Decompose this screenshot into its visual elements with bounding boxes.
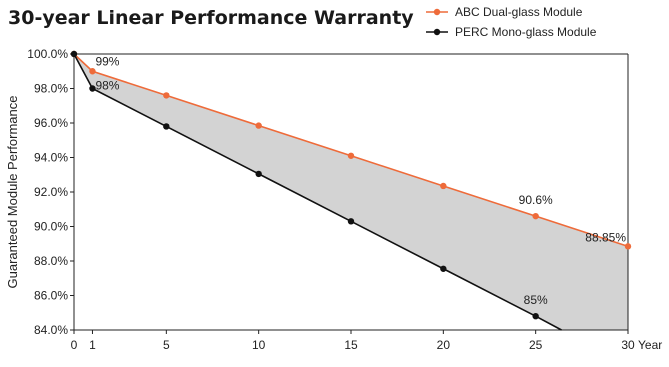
data-label: 90.6% [519, 193, 553, 207]
series-1-point [255, 170, 262, 178]
x-tick-label: 30 [621, 338, 635, 352]
series-1-point [440, 265, 447, 272]
series-0-point [440, 182, 447, 190]
legend-label-1: PERC Mono-glass Module [455, 25, 597, 39]
series-1-point [532, 313, 539, 320]
series-0-point [255, 122, 262, 129]
data-label: 98% [95, 79, 119, 93]
x-tick-label: 20 [437, 338, 451, 352]
data-label: 85% [524, 293, 548, 307]
series-line-0 [73, 53, 629, 248]
series-0-point [163, 92, 170, 99]
legend-marker-0 [433, 8, 441, 16]
x-tick-label: 5 [163, 338, 170, 352]
series-1-point [70, 50, 78, 58]
y-tick-label: 86.0% [34, 289, 68, 303]
series-0-point [532, 212, 539, 220]
legend: ABC Dual-glass Module PERC Mono-glass Mod… [426, 5, 597, 39]
area-between-series [74, 54, 628, 330]
series-1-point [163, 123, 170, 130]
series-1-point [89, 85, 96, 92]
y-tick-label: 92.0% [34, 185, 68, 199]
legend-label-0: ABC Dual-glass Module [455, 5, 583, 19]
series-line-1 [73, 53, 562, 331]
y-tick-label: 98.0% [34, 82, 68, 96]
data-label: 88.85% [585, 230, 626, 244]
y-axis-label: Guaranteed Module Performance [5, 96, 20, 289]
chart-title: 30-year Linear Performance Warranty [8, 7, 414, 29]
y-tick-label: 90.0% [34, 220, 68, 234]
legend-marker-1 [433, 28, 441, 36]
x-axis-label: Year [638, 338, 662, 352]
y-tick-label: 96.0% [34, 116, 68, 130]
y-tick-label: 88.0% [34, 254, 68, 268]
series-1-point [347, 218, 355, 225]
series-0-point [624, 243, 632, 250]
series-0-point [347, 152, 355, 159]
x-tick-label: 10 [252, 338, 266, 352]
x-tick-label: 15 [344, 338, 358, 352]
x-tick-label: 1 [89, 338, 96, 352]
data-label: 99% [95, 54, 119, 68]
x-tick-label: 25 [529, 338, 543, 352]
y-tick-label: 84.0% [34, 323, 68, 337]
y-tick-label: 100.0% [27, 47, 68, 61]
x-tick-label: 0 [71, 338, 78, 352]
y-tick-label: 94.0% [34, 151, 68, 165]
plot-area: 100.0% 98.0% 96.0% 94.0% 92.0% 90.0% 88.0% 86.0… [27, 47, 635, 352]
series-0-point [89, 68, 96, 75]
